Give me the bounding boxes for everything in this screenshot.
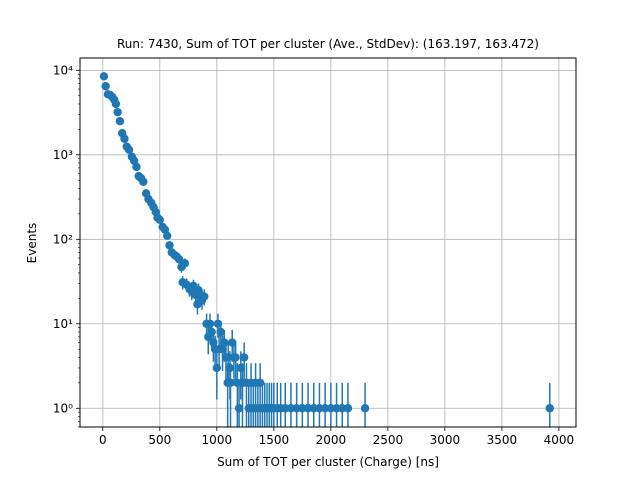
- data-point: [111, 99, 121, 109]
- x-tick-label: 3500: [487, 433, 518, 447]
- data-point: [234, 404, 244, 413]
- data-layer: [99, 72, 554, 427]
- axes-frame: [79, 57, 577, 428]
- y-axis-ticks: 10⁰ 10¹ 10² 10³ 10⁴: [53, 63, 80, 428]
- x-tick-label: 0: [99, 433, 107, 447]
- data-point: [180, 259, 190, 268]
- y-tick-label: 10⁴: [53, 63, 73, 77]
- data-point: [213, 319, 223, 328]
- y-tick-label: 10³: [53, 148, 73, 162]
- data-point: [165, 241, 174, 250]
- data-point: [113, 107, 122, 117]
- x-tick-label: 3000: [430, 433, 461, 447]
- data-point: [120, 134, 129, 143]
- y-tick-label: 10²: [53, 232, 73, 246]
- data-point: [139, 177, 148, 186]
- data-point: [216, 327, 226, 337]
- data-point: [124, 145, 134, 154]
- x-tick-label: 4000: [544, 433, 575, 447]
- x-tick-label: 1000: [202, 433, 233, 447]
- x-axis-label: Sum of TOT per cluster (Charge) [ns]: [217, 455, 439, 469]
- y-tick-label: 10¹: [53, 317, 73, 331]
- x-axis-ticks: 0 500 1000 1500 2000 2500 3000 3500 4000: [99, 427, 574, 447]
- data-point: [205, 319, 215, 328]
- x-tick-label: 2000: [316, 433, 347, 447]
- data-point: [226, 378, 235, 388]
- data-point: [163, 231, 172, 241]
- data-point: [343, 404, 353, 413]
- data-point: [115, 117, 125, 126]
- data-point: [155, 215, 165, 225]
- data-point: [239, 353, 249, 362]
- data-point: [220, 338, 229, 347]
- y-tick-label: 10⁰: [53, 401, 73, 415]
- data-point: [207, 327, 216, 337]
- data-point: [231, 353, 240, 362]
- data-point: [200, 292, 209, 301]
- data-point: [101, 81, 110, 91]
- x-tick-label: 2500: [373, 433, 404, 447]
- x-tick-label: 500: [148, 433, 171, 447]
- data-point: [132, 162, 141, 172]
- x-tick-label: 1500: [259, 433, 290, 447]
- y-axis-label: Events: [25, 223, 39, 264]
- grid-lines: [80, 58, 576, 427]
- chart-title: Run: 7430, Sum of TOT per cluster (Ave.,…: [117, 37, 539, 51]
- data-point: [545, 404, 554, 413]
- data-point: [99, 72, 109, 81]
- data-point: [360, 404, 370, 413]
